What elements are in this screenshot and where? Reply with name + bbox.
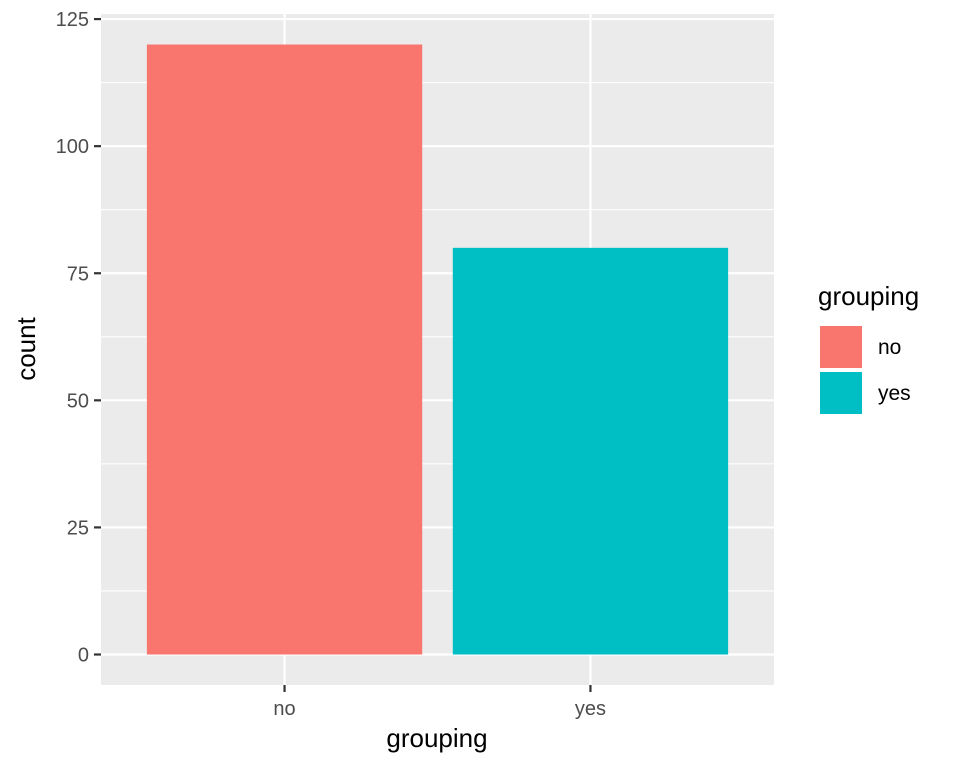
y-axis-title: count — [11, 316, 41, 380]
bar-yes — [452, 247, 729, 655]
x-tick-label: no — [273, 698, 295, 720]
x-axis: no yes — [273, 685, 606, 720]
bar-no — [146, 44, 423, 655]
y-axis: 0 25 50 75 100 125 — [56, 9, 101, 667]
y-tick-label: 100 — [56, 136, 89, 158]
legend-swatch-no — [820, 326, 862, 368]
y-tick-label: 0 — [78, 645, 89, 667]
legend-label-yes: yes — [878, 382, 911, 405]
y-tick-label: 125 — [56, 9, 89, 31]
x-axis-title: grouping — [386, 723, 487, 753]
legend-entries: no yes — [820, 326, 911, 414]
x-tick-label: yes — [575, 698, 606, 720]
legend-swatch-yes — [820, 372, 862, 414]
y-tick-label: 50 — [67, 390, 89, 412]
legend-label-no: no — [878, 336, 901, 359]
legend: grouping no yes — [818, 281, 919, 414]
y-tick-label: 75 — [67, 263, 89, 285]
y-tick-label: 25 — [67, 517, 89, 539]
legend-title: grouping — [818, 281, 919, 311]
bars — [146, 44, 729, 655]
